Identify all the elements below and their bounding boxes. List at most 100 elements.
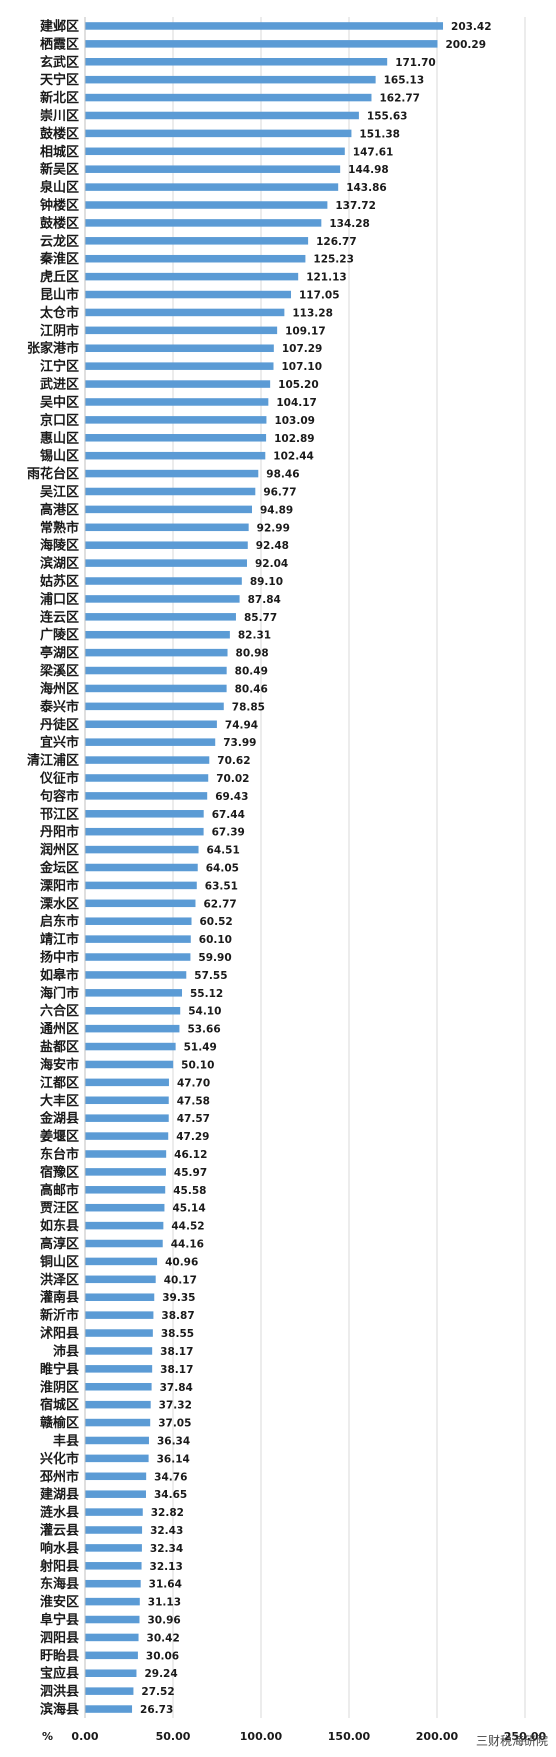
category-label: 滨湖区: [40, 556, 79, 572]
bar: [85, 863, 198, 872]
category-label: 云龙区: [40, 233, 79, 249]
value-label: 46.12: [174, 1149, 207, 1161]
value-label: 29.24: [144, 1668, 177, 1680]
value-label: 105.20: [278, 379, 319, 391]
x-tick-label: 150.00: [328, 1730, 371, 1743]
value-label: 45.97: [174, 1167, 207, 1179]
category-label: 连云区: [40, 609, 79, 625]
category-label: 通州区: [40, 1021, 79, 1037]
bar: [85, 1562, 142, 1570]
value-label: 73.99: [223, 737, 256, 749]
value-label: 53.66: [187, 1024, 220, 1036]
bar: [85, 1544, 142, 1552]
bar: [85, 416, 267, 424]
bar: [85, 165, 341, 173]
value-label: 92.48: [256, 540, 289, 552]
category-label: 雨花台区: [27, 466, 79, 482]
category-label: 海安市: [40, 1057, 79, 1073]
category-label: 邳州市: [39, 1469, 79, 1485]
category-label: 盐都区: [40, 1039, 79, 1055]
bar: [85, 1221, 164, 1230]
bar: [85, 129, 352, 138]
bar: [85, 1311, 154, 1319]
bar: [85, 720, 217, 729]
value-label: 38.17: [160, 1346, 193, 1358]
value-label: 125.23: [313, 254, 354, 266]
value-label: 67.39: [212, 827, 245, 839]
value-label: 44.16: [171, 1239, 204, 1251]
category-label: 锡山区: [40, 448, 79, 464]
bar: [85, 1615, 140, 1624]
category-label: 亭湖区: [40, 645, 79, 661]
bar: [85, 792, 208, 800]
bar: [85, 272, 299, 281]
bar: [85, 541, 248, 549]
value-label: 64.51: [207, 845, 240, 857]
category-label: 江宁区: [40, 359, 79, 375]
value-label: 104.17: [276, 397, 317, 409]
bar: [85, 1150, 167, 1158]
category-label: 新北区: [40, 90, 79, 106]
category-label: 张家港市: [27, 341, 79, 357]
category-label: 沛县: [53, 1343, 79, 1359]
value-label: 32.34: [150, 1543, 183, 1555]
value-label: 87.84: [248, 594, 281, 606]
bar: [85, 183, 339, 191]
value-label: 59.90: [198, 952, 231, 964]
value-label: 26.73: [140, 1704, 173, 1716]
value-label: 32.13: [150, 1561, 183, 1573]
bar: [85, 774, 209, 782]
category-label: 江都区: [40, 1075, 79, 1091]
category-label: 钟楼区: [40, 198, 79, 214]
bar: [85, 219, 322, 227]
value-label: 78.85: [232, 701, 265, 713]
category-label: 建邺区: [40, 18, 79, 34]
category-label: 金坛区: [39, 860, 79, 876]
bar: [85, 1293, 155, 1301]
bar: [85, 505, 253, 514]
bar: [85, 398, 269, 406]
value-label: 85.77: [244, 612, 277, 624]
bar: [85, 1078, 169, 1087]
value-label: 45.58: [173, 1185, 206, 1197]
category-label: 太仓市: [39, 305, 79, 321]
category-label: 新吴区: [40, 162, 79, 178]
value-label: 30.06: [146, 1650, 179, 1662]
value-label: 57.55: [194, 970, 227, 982]
value-label: 54.10: [188, 1006, 221, 1018]
category-label: 惠山区: [40, 430, 79, 446]
value-label: 92.04: [255, 558, 288, 570]
value-label: 109.17: [285, 325, 326, 337]
category-label: 句容市: [40, 788, 79, 804]
category-label: 盱眙县: [40, 1648, 79, 1664]
value-label: 47.57: [177, 1113, 210, 1125]
bar: [85, 58, 388, 66]
value-label: 102.89: [274, 433, 315, 445]
bar: [85, 845, 199, 854]
bar: [85, 451, 266, 460]
value-label: 38.55: [161, 1328, 194, 1340]
bar: [85, 1006, 181, 1015]
value-label: 47.29: [176, 1131, 209, 1143]
value-label: 32.82: [151, 1507, 184, 1519]
bar: [85, 1024, 180, 1033]
value-label: 92.99: [257, 522, 290, 534]
category-label: 阜宁县: [40, 1612, 79, 1628]
bar: [85, 935, 191, 943]
category-label: 泗阳县: [40, 1630, 79, 1646]
value-label: 162.77: [379, 93, 420, 105]
value-label: 96.77: [263, 486, 296, 498]
value-label: 102.44: [273, 451, 314, 463]
category-label: 高邮市: [40, 1182, 79, 1198]
bar: [85, 613, 236, 621]
value-label: 45.14: [172, 1203, 205, 1215]
bar: [85, 93, 372, 102]
category-label: 江阴市: [40, 323, 79, 339]
bar: [85, 953, 191, 961]
category-label: 铜山区: [39, 1254, 79, 1270]
category-label: 灌南县: [40, 1290, 79, 1306]
bar: [85, 666, 227, 675]
value-label: 36.14: [157, 1453, 190, 1465]
category-label: 响水县: [40, 1540, 79, 1556]
category-label: 睢宁县: [40, 1361, 79, 1377]
